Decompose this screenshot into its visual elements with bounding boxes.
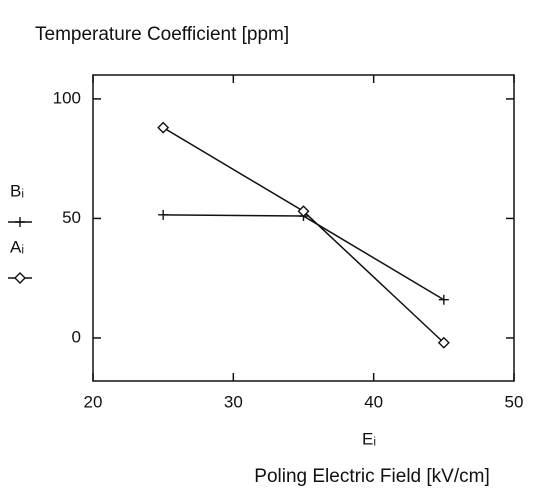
- legend-label: Aᵢ: [10, 237, 24, 256]
- x-axis-label: Poling Electric Field [kV/cm]: [254, 466, 489, 487]
- legend-marker: [14, 272, 26, 284]
- diamond-marker: [437, 336, 450, 349]
- plus-marker: [158, 209, 169, 220]
- y-tick-label: 50: [62, 208, 81, 227]
- series-line: [163, 214, 445, 301]
- x-tick-label: 40: [364, 392, 383, 411]
- plot-frame: [92, 74, 515, 382]
- plus-marker: [438, 294, 449, 305]
- y-tick-label: 100: [53, 88, 81, 107]
- legend-marker: [15, 217, 25, 227]
- x-tick-label: 30: [224, 392, 243, 411]
- x-axis-symbol: Eᵢ: [362, 429, 376, 448]
- diamond-marker: [157, 121, 170, 134]
- x-tick-label: 50: [505, 392, 524, 411]
- y-tick-label: 0: [72, 327, 81, 346]
- diamond-marker: [297, 205, 310, 218]
- chart-title: Temperature Coefficient [ppm]: [35, 24, 289, 45]
- x-tick-label: 20: [84, 392, 103, 411]
- series-line: [162, 126, 445, 344]
- legend-label: Bᵢ: [10, 181, 24, 200]
